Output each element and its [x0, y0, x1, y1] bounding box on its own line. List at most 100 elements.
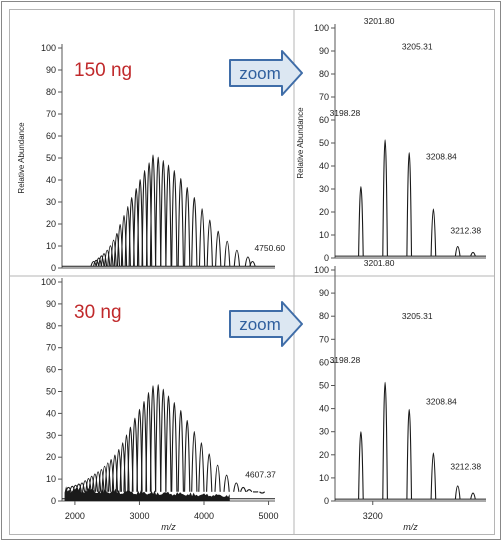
- panel-2-peak: [259, 491, 266, 494]
- panel-1-peak: [191, 197, 198, 267]
- panel-2-peak: [101, 466, 108, 492]
- panel-1-peak: [165, 164, 172, 267]
- panel-1-peak: [149, 154, 157, 267]
- panel-2-xtick-label: 2000: [65, 511, 85, 521]
- panel-4-peak: [470, 492, 476, 500]
- panel-4-xtick-label: 3200: [363, 511, 383, 521]
- panel-2-peak: [184, 419, 191, 492]
- panel-2-peak: [94, 471, 102, 492]
- panel-2-peak: [88, 475, 95, 492]
- panel-2-x-axis-title: m/z: [161, 522, 176, 532]
- panel-1-peak: [249, 260, 256, 267]
- panel-4-peak-label: 3205.31: [402, 311, 433, 321]
- panel-2-peak: [214, 464, 221, 492]
- panel-3-trace: [335, 139, 486, 257]
- panel-1-peak: [244, 256, 252, 267]
- panel-2-ytick-label: 0: [51, 496, 56, 506]
- panel-4-trace: [335, 381, 486, 500]
- panel-1-peak: [100, 253, 108, 267]
- panel-1-ytick-label: 10: [46, 241, 56, 251]
- panel-2-peak: [177, 410, 184, 492]
- panel-1-peak: [160, 160, 167, 267]
- panel-2-peak: [82, 480, 89, 492]
- panel-2-sample-label: 30 ng: [74, 302, 122, 323]
- panel-4-ytick-label: 0: [324, 496, 329, 506]
- panel-4-ytick-label: 80: [319, 311, 329, 321]
- panel-1-peak: [136, 179, 144, 267]
- panel-2-trace: [62, 384, 275, 501]
- panel-4-ytick-label: 30: [319, 427, 329, 437]
- panel-2-ytick-label: 50: [46, 387, 56, 397]
- panel-1-peak: [98, 255, 105, 267]
- panel-1-peak: [155, 156, 162, 267]
- panel-1-ytick-label: 80: [46, 87, 56, 97]
- panel-1-peak: [141, 170, 148, 267]
- panel-2-ytick-label: 80: [46, 321, 56, 331]
- panel-2-peak: [198, 442, 205, 492]
- panel-2-ytick-label: 90: [46, 299, 56, 309]
- panel-2-peak: [155, 384, 162, 492]
- panel-3-ytick-label: 10: [319, 230, 329, 240]
- panel-2-peak: [145, 392, 152, 492]
- panel-1-ytick-label: 40: [46, 175, 56, 185]
- panel-1-peak: [198, 208, 206, 267]
- panel-2-peak: [85, 478, 92, 492]
- panel-2-peak: [65, 486, 72, 492]
- panel-2-peak: [91, 473, 99, 492]
- panel-2-peak: [69, 485, 76, 492]
- panel-3-ytick-label: 30: [319, 184, 329, 194]
- panel-2-peak: [149, 385, 157, 492]
- panel-1-ytick-label: 90: [46, 65, 56, 75]
- inner-border: [9, 9, 495, 535]
- panel-2-ytick-label: 20: [46, 452, 56, 462]
- panel-2-ytick-label: 40: [46, 408, 56, 418]
- panel-4-peak: [406, 408, 413, 500]
- panel-3-ytick-label: 90: [319, 46, 329, 56]
- panel-1-ytick-label: 0: [51, 263, 56, 273]
- panel-2-peak: [223, 474, 230, 492]
- panel-1-ytick-label: 30: [46, 197, 56, 207]
- panel-4-ytick-label: 100: [314, 265, 329, 275]
- panel-4-peak: [430, 452, 437, 500]
- panel-1-y-axis-title: Relative Abundance: [17, 122, 26, 194]
- panel-2-peak: [72, 484, 79, 492]
- panel-3-peak: [358, 186, 364, 257]
- panel-3-peak-label: 3208.84: [426, 152, 457, 162]
- panel-2-peak: [160, 389, 167, 492]
- panel-4-ytick-label: 90: [319, 288, 329, 298]
- panel-2-peak: [233, 482, 240, 492]
- panel-3-peak: [470, 251, 476, 257]
- panel-1-trace: [62, 154, 275, 267]
- zoom-arrow-shape: [229, 50, 303, 96]
- panel-3-peak-label: 3205.31: [402, 41, 433, 51]
- panel-1-annotation: 4750.60: [254, 243, 285, 253]
- panel-1-ytick-label: 60: [46, 131, 56, 141]
- panel-4-ytick-label: 20: [319, 450, 329, 460]
- zoom-arrow: zoom: [229, 301, 303, 347]
- panel-3-ytick-label: 80: [319, 69, 329, 79]
- panel-4-peak-label: 3208.84: [426, 397, 457, 407]
- panel-4-peak: [382, 381, 388, 500]
- panel-1-ytick-label: 100: [41, 43, 56, 53]
- panel-3-ytick-label: 50: [319, 138, 329, 148]
- panel-1-peak: [107, 245, 114, 267]
- zoom-label: zoom: [239, 315, 281, 334]
- panel-2-peak: [191, 431, 198, 492]
- panel-4-peak-label: 3201.80: [364, 258, 395, 268]
- panel-1-peak: [215, 230, 222, 267]
- panel-3-peak-label: 3201.80: [364, 16, 395, 26]
- panel-2-peak: [78, 482, 86, 492]
- panel-3-peak: [406, 152, 413, 257]
- panel-4-peak: [454, 485, 461, 500]
- panel-2-noise-floor: [64, 486, 230, 501]
- panel-2-peak: [140, 400, 148, 492]
- panel-1-peak: [93, 259, 100, 267]
- panel-3-ytick-label: 100: [314, 23, 329, 33]
- panel-3-peak-label: 3198.28: [330, 108, 361, 118]
- panel-2-peak: [98, 469, 105, 492]
- panel-4-ytick-label: 50: [319, 381, 329, 391]
- panel-3-ytick-label: 60: [319, 115, 329, 125]
- panel-1-peak: [95, 257, 102, 267]
- panel-3-peak: [382, 139, 388, 257]
